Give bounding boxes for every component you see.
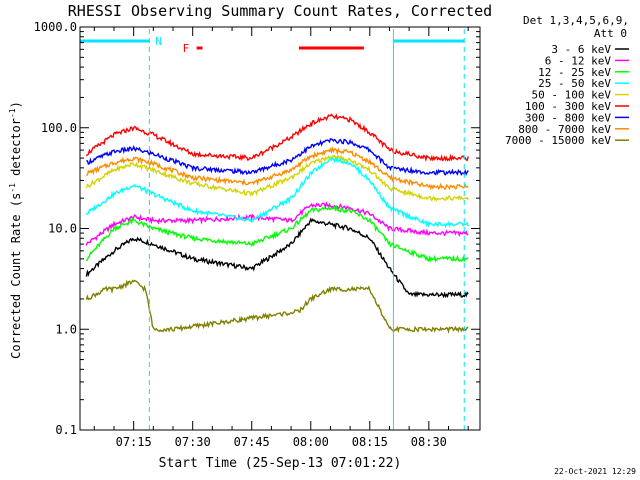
y-axis-label: Corrected Count Rate (s-1 detector-1) (8, 101, 23, 359)
series-line-800-7000-kev (86, 146, 469, 191)
series-line-12-25-kev (85, 204, 469, 263)
attenuator-markers (79, 29, 465, 430)
footer-timestamp: 22-Oct-2021 12:29 (554, 467, 636, 476)
series-line-7000-15000-kev (85, 279, 469, 334)
series-line-50-100-kev (85, 154, 469, 202)
y-tick-label: 100.0 (41, 121, 77, 135)
series-line-300-800-kev (86, 137, 469, 176)
legend-label: 6 - 12 keV (545, 54, 612, 67)
y-tick-label: 1.0 (55, 322, 77, 336)
x-tick-label: 08:30 (411, 435, 447, 449)
y-axis: 0.1 1.0 10.0 100.0 1000.0 (34, 20, 480, 437)
legend-label: 3 - 6 keV (551, 43, 611, 56)
x-axis: 07:15 07:30 07:45 08:00 08:15 08:30 (93, 27, 469, 449)
y-tick-label: 0.1 (55, 423, 77, 437)
legend-label: 50 - 100 keV (532, 89, 612, 102)
legend-label: 800 - 7000 keV (518, 123, 611, 136)
series-line-25-50-kev (85, 155, 469, 229)
x-tick-label: 07:30 (175, 435, 211, 449)
legend-label: 100 - 300 keV (525, 100, 611, 113)
x-tick-label: 08:15 (352, 435, 388, 449)
x-tick-label: 07:15 (116, 435, 152, 449)
x-axis-label: Start Time (25-Sep-13 07:01:22) (159, 456, 402, 471)
night-label: N (155, 35, 162, 48)
legend-label: 7000 - 15000 keV (505, 134, 611, 147)
legend-label: 300 - 800 keV (525, 111, 611, 124)
legend-header-line-1: Det 1,3,4,5,6,9, (523, 14, 629, 27)
legend-label: 12 - 25 keV (538, 66, 611, 79)
y-tick-label: 1000.0 (34, 20, 77, 34)
x-tick-label: 08:00 (293, 435, 329, 449)
series-line-100-300-kev (85, 113, 469, 163)
legend-label: 25 - 50 keV (538, 77, 611, 90)
chart-title: RHESSI Observing Summary Count Rates, Co… (68, 2, 492, 20)
legend-header-line-2: Att 0 (594, 27, 627, 40)
series-line-6-12-kev (85, 201, 469, 246)
plot-frame (79, 26, 481, 431)
series-line-3-6-kev (85, 217, 469, 299)
data-series (85, 113, 469, 334)
y-tick-label: 10.0 (48, 222, 77, 236)
x-tick-label: 07:45 (234, 435, 270, 449)
flare-label: F (183, 42, 190, 55)
